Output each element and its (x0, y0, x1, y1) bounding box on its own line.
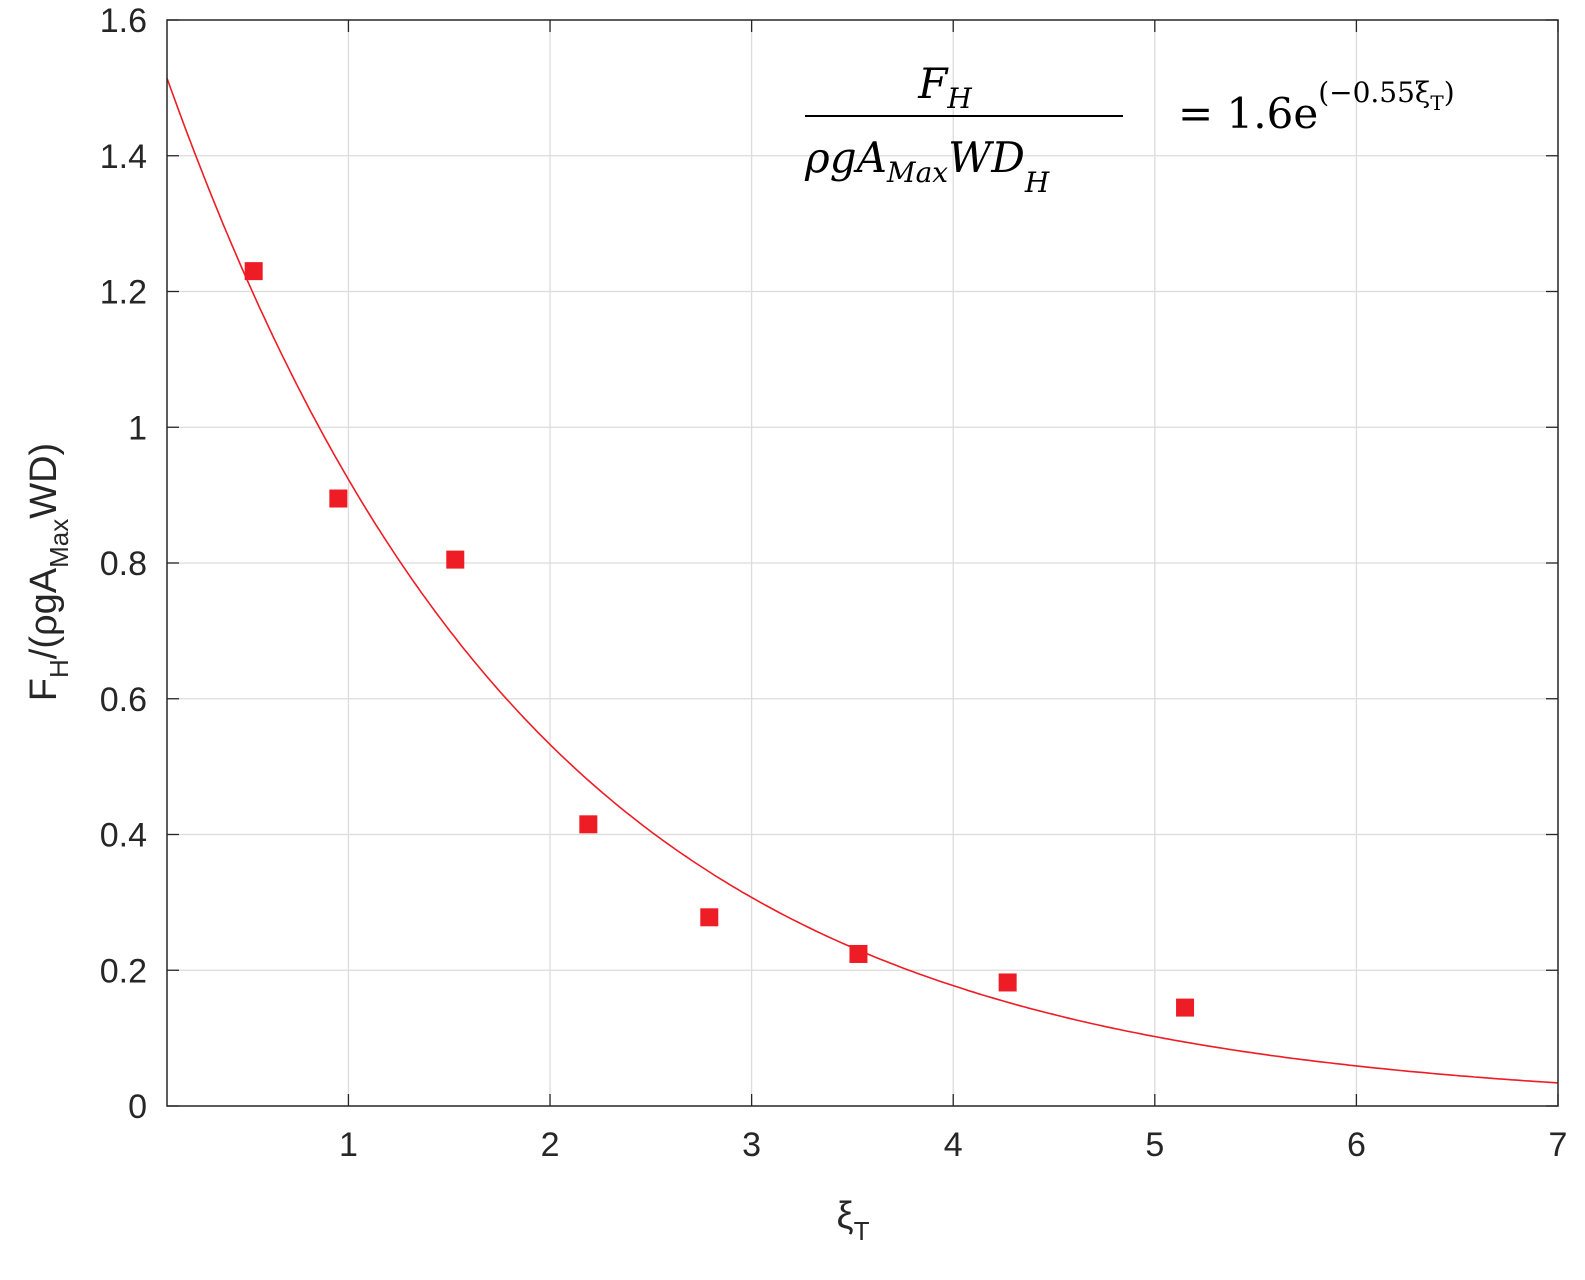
equation-denominator: ρgAMaxWDH (804, 133, 1050, 199)
y-tick-label: 0.8 (100, 545, 147, 583)
y-tick-label: 1.2 (100, 274, 147, 312)
data-point (849, 944, 868, 963)
data-point (579, 815, 598, 834)
x-tick-label: 1 (339, 1126, 358, 1164)
equation-numerator: FH (917, 59, 972, 115)
y-tick-label: 0 (128, 1088, 147, 1126)
y-tick-label: 0.2 (100, 952, 147, 990)
data-point (244, 262, 263, 281)
x-tick-label: 7 (1549, 1126, 1568, 1164)
x-tick-label: 5 (1145, 1126, 1164, 1164)
y-tick-label: 1.4 (100, 138, 147, 176)
data-point (998, 973, 1017, 992)
x-tick-label: 4 (944, 1126, 963, 1164)
y-tick-label: 0.6 (100, 681, 147, 719)
x-tick-label: 2 (541, 1126, 560, 1164)
x-tick-label: 3 (742, 1126, 761, 1164)
data-point (1176, 998, 1195, 1017)
x-axis-ticks: 1 2 3 4 5 6 7 (339, 20, 1567, 1164)
grid-lines (167, 20, 1558, 1106)
y-tick-label: 0.4 (100, 817, 147, 855)
data-point (446, 550, 465, 569)
y-tick-label: 1.6 (100, 2, 147, 40)
data-points (244, 262, 1195, 1017)
data-point (700, 908, 719, 927)
x-axis-label: ξT (837, 1195, 870, 1246)
y-axis-ticks: 0 0.2 0.4 0.6 0.8 1 1.2 1.4 1.6 (100, 2, 1558, 1126)
data-point (329, 489, 348, 508)
fit-curve-layer (166, 77, 1559, 1084)
y-axis-label: FH/(ρgAMaxWD) (23, 443, 74, 701)
equation-annotation: FH ρgAMaxWDH = 1.6e(−0.55ξT) (804, 59, 1455, 199)
y-tick-label: 1 (128, 409, 147, 447)
x-tick-label: 6 (1347, 1126, 1366, 1164)
fit-curve (166, 77, 1559, 1084)
equation-rhs: = 1.6e(−0.55ξT) (1178, 76, 1455, 138)
